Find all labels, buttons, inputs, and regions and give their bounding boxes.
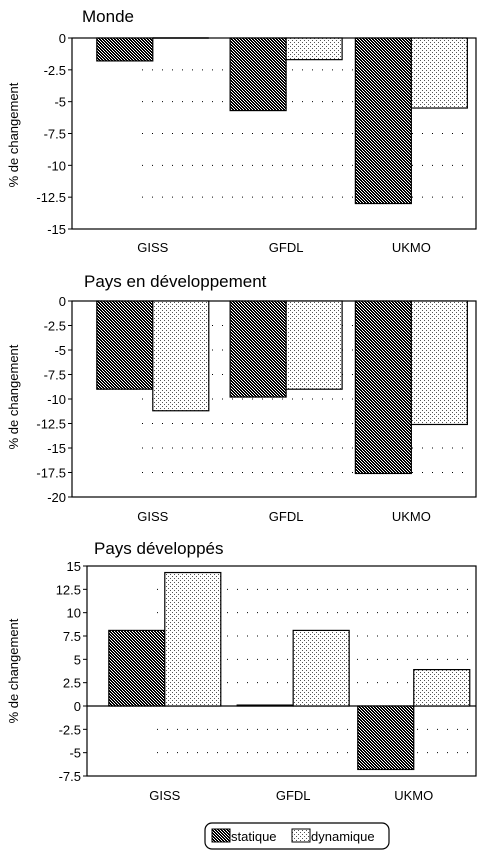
bar-dynamique-gfdl xyxy=(285,300,343,390)
bar-statique-giss xyxy=(96,37,154,62)
y-tick-label: 15 xyxy=(67,559,81,574)
y-tick-label: -2.5 xyxy=(44,319,66,334)
bar-dynamique-giss xyxy=(152,300,210,412)
bar-statique-giss xyxy=(96,300,154,390)
legend: statique dynamique xyxy=(204,822,390,850)
y-tick-label: 0 xyxy=(74,699,81,714)
y-tick-label: -2.5 xyxy=(59,722,81,737)
x-category-label: UKMO xyxy=(392,240,431,255)
bar-dynamique-gfdl xyxy=(285,37,343,61)
legend-label-statique: statique xyxy=(231,829,277,844)
y-tick-label: -15 xyxy=(47,222,66,237)
y-tick-label: -5 xyxy=(69,746,81,761)
legend-label-dynamique: dynamique xyxy=(311,829,375,844)
chart-title: Pays en développement xyxy=(84,272,267,291)
y-tick-label: 7.5 xyxy=(63,629,81,644)
y-tick-label: -10 xyxy=(47,158,66,173)
y-tick-label: 2.5 xyxy=(63,676,81,691)
y-tick-label: -7.5 xyxy=(44,368,66,383)
bar-statique-giss xyxy=(108,629,166,707)
bar-statique-ukmo xyxy=(354,37,412,205)
y-tick-label: -17.5 xyxy=(36,466,66,481)
chart-title: Pays développés xyxy=(94,539,223,558)
y-tick-label: -12.5 xyxy=(36,417,66,432)
x-category-label: GISS xyxy=(149,788,180,803)
x-category-label: UKMO xyxy=(394,788,433,803)
x-category-label: GFDL xyxy=(269,509,304,524)
bar-dynamique-gfdl xyxy=(292,629,350,707)
bar-statique-gfdl xyxy=(236,704,294,707)
chart-panel-1: Monde % de changement 0 -2.5 -5 -7.5 -10 -12.5 -… xyxy=(6,7,477,255)
y-tick-label: 12.5 xyxy=(56,582,81,597)
y-tick-label: -12.5 xyxy=(36,190,66,205)
y-tick-label: -20 xyxy=(47,490,66,505)
x-category-label: GFDL xyxy=(276,788,311,803)
y-axis-label: % de changement xyxy=(6,618,21,723)
bar-statique-ukmo xyxy=(357,705,415,771)
legend-swatch-dynamique xyxy=(291,828,311,843)
y-tick-label: -2.5 xyxy=(44,63,66,78)
bar-dynamique-ukmo xyxy=(413,668,471,707)
y-tick-label: 0 xyxy=(59,294,66,309)
y-tick-label: 5 xyxy=(74,652,81,667)
chart-panel-2: Pays en développement % de changement 0 -2.… xyxy=(6,272,477,524)
y-tick-label: -5 xyxy=(54,95,66,110)
chart-panel-3: Pays développés % de changement 15 12.5 10 7.… xyxy=(6,539,477,803)
y-tick-label: -10 xyxy=(47,392,66,407)
bar-dynamique-ukmo xyxy=(410,37,468,109)
y-tick-label: 0 xyxy=(59,31,66,46)
y-axis-label: % de changement xyxy=(6,344,21,449)
y-tick-label: -5 xyxy=(54,343,66,358)
x-category-label: GISS xyxy=(137,509,168,524)
legend-swatch-statique xyxy=(211,828,231,843)
y-tick-label: -7.5 xyxy=(44,127,66,142)
chart-title: Monde xyxy=(82,7,134,26)
y-tick-label: 10 xyxy=(67,606,81,621)
bar-statique-ukmo xyxy=(354,300,412,475)
y-tick-label: -15 xyxy=(47,441,66,456)
bar-statique-gfdl xyxy=(229,300,287,398)
plot-frame xyxy=(86,565,477,777)
bar-statique-gfdl xyxy=(229,37,287,112)
bar-dynamique-ukmo xyxy=(410,300,468,426)
y-axis-label: % de changement xyxy=(6,82,21,187)
x-category-label: GFDL xyxy=(269,240,304,255)
bar-dynamique-giss xyxy=(164,571,222,707)
x-category-label: GISS xyxy=(137,240,168,255)
x-category-label: UKMO xyxy=(392,509,431,524)
y-tick-label: -7.5 xyxy=(59,769,81,784)
